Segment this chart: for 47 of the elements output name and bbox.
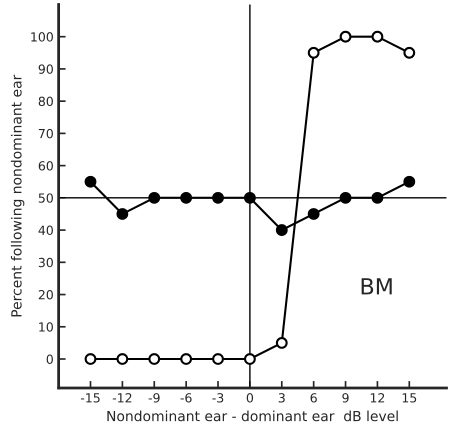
x-tick-label: -15: [80, 393, 100, 403]
point: [372, 30, 384, 43]
point: [403, 46, 416, 59]
y-tick-label: 80: [38, 96, 53, 106]
point: [276, 224, 288, 236]
point: [308, 46, 320, 59]
x-tick-label: 12: [370, 393, 384, 402]
y-tick-label: 90: [38, 64, 53, 74]
point: [148, 192, 160, 204]
point: [212, 192, 224, 204]
point: [340, 30, 352, 43]
y-tick-label: 0: [46, 354, 53, 364]
x-tick-label: -12: [112, 393, 132, 402]
point: [180, 192, 192, 204]
point: [180, 353, 192, 365]
x-tick-label: 3: [278, 393, 285, 403]
y-tick-label: 10: [39, 322, 53, 332]
point: [84, 353, 96, 365]
y-tick-label: 60: [38, 161, 53, 171]
y-axis-title: Percent following nondominant ear: [10, 74, 24, 316]
x-tick-label: 0: [246, 393, 254, 403]
y-tick-label: 20: [38, 290, 53, 300]
point: [403, 176, 416, 188]
x-tick-label: -6: [180, 393, 192, 403]
x-axis-title: Nondominant ear - dominant ear dB level: [107, 410, 398, 422]
point: [276, 336, 288, 349]
point: [84, 176, 96, 188]
x-tick-label: 15: [402, 393, 416, 403]
annotation: BM: [362, 278, 392, 294]
point: [372, 192, 384, 204]
y-tick-label: 40: [38, 226, 53, 236]
point: [244, 192, 256, 204]
y-tick-label: 50: [38, 193, 53, 203]
x-tick-label: 9: [342, 393, 349, 403]
y-tick-label: 70: [38, 128, 53, 138]
point: [212, 353, 224, 365]
y-tick-label: 30: [38, 258, 53, 268]
point: [148, 353, 160, 365]
x-tick-label: 6: [310, 393, 317, 403]
x-tick-label: -9: [148, 393, 160, 403]
y-tick-label: 100: [31, 32, 53, 42]
point: [244, 353, 256, 365]
point: [340, 192, 352, 204]
point: [308, 208, 320, 220]
point: [116, 353, 128, 365]
x-tick-label: -3: [212, 393, 224, 403]
point: [116, 208, 128, 220]
